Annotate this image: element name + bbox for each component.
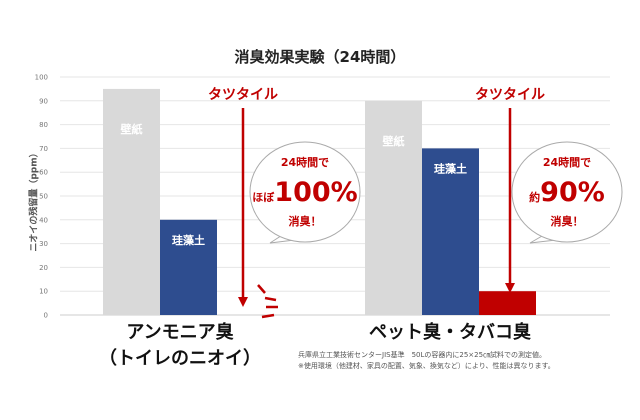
bubble-tail-mask xyxy=(285,232,303,240)
y-tick-label: 80 xyxy=(39,121,48,129)
bubble-line2: 約90% xyxy=(529,177,605,208)
bubble-line2: ほぼ100% xyxy=(252,177,357,208)
emphasis-dash xyxy=(261,313,275,319)
bar xyxy=(422,148,479,315)
y-tick-label: 10 xyxy=(39,288,48,296)
category-label-line1: アンモニア臭 xyxy=(126,322,234,343)
category-label-ammonia: アンモニア臭 （トイレのニオイ） xyxy=(80,320,280,372)
bubble-line1: 24時間で xyxy=(543,155,591,169)
arrow-label: タツタイル xyxy=(208,87,278,103)
bubble-tail-mask xyxy=(547,232,565,240)
bar-label: 珪藻土 xyxy=(172,233,205,247)
y-tick-label: 30 xyxy=(39,240,48,248)
speech-bubble xyxy=(511,141,623,243)
bar xyxy=(365,100,422,315)
category-label-pet-tobacco: ペット臭・タバコ臭 xyxy=(340,320,560,346)
emphasis-dash xyxy=(257,284,266,294)
bubble-line3: 消臭！ xyxy=(551,214,584,228)
y-tick-label: 60 xyxy=(39,169,48,177)
y-tick-label: 100 xyxy=(35,74,48,82)
footnote-line2: ※使用環境（他建材、家具の配置、気象、換気など）により、性能は異なります。 xyxy=(298,362,555,370)
bar-label: 珪藻土 xyxy=(434,161,467,175)
bar-label: 壁紙 xyxy=(121,122,143,136)
y-tick-label: 90 xyxy=(39,97,48,105)
bar-label: 壁紙 xyxy=(383,134,405,148)
bubble-prefix: ほぼ xyxy=(252,191,275,204)
bar xyxy=(160,219,217,315)
emphasis-dash xyxy=(264,296,277,302)
y-tick-label: 40 xyxy=(39,216,48,224)
arrow-label: タツタイル xyxy=(475,87,545,103)
y-tick-label: 0 xyxy=(44,312,48,320)
category-label-line2: （トイレのニオイ） xyxy=(99,348,261,369)
bubble-prefix: 約 xyxy=(529,190,540,204)
bar xyxy=(103,88,160,316)
bar xyxy=(479,291,536,315)
bubble-percent: 100% xyxy=(274,177,357,208)
bubble-percent: 90% xyxy=(540,177,605,208)
chart-title: 消臭効果実験（24時間） xyxy=(234,48,406,66)
y-tick-label: 70 xyxy=(39,145,48,153)
footnote: 兵庫県立工業技術センターJIS基準 50Lの容器内に25×25㎝試料での測定値。… xyxy=(298,350,555,372)
y-axis-label: ニオイの残留量（ppm） xyxy=(29,148,40,252)
bubble-line3: 消臭！ xyxy=(289,214,322,228)
y-tick-label: 20 xyxy=(39,264,48,272)
speech-bubble xyxy=(249,141,361,243)
category-label-line1: ペット臭・タバコ臭 xyxy=(369,322,531,343)
y-tick-label: 50 xyxy=(39,193,48,201)
bubble-line1: 24時間で xyxy=(281,155,329,169)
footnote-line1: 兵庫県立工業技術センターJIS基準 50Lの容器内に25×25㎝試料での測定値。 xyxy=(298,351,547,359)
